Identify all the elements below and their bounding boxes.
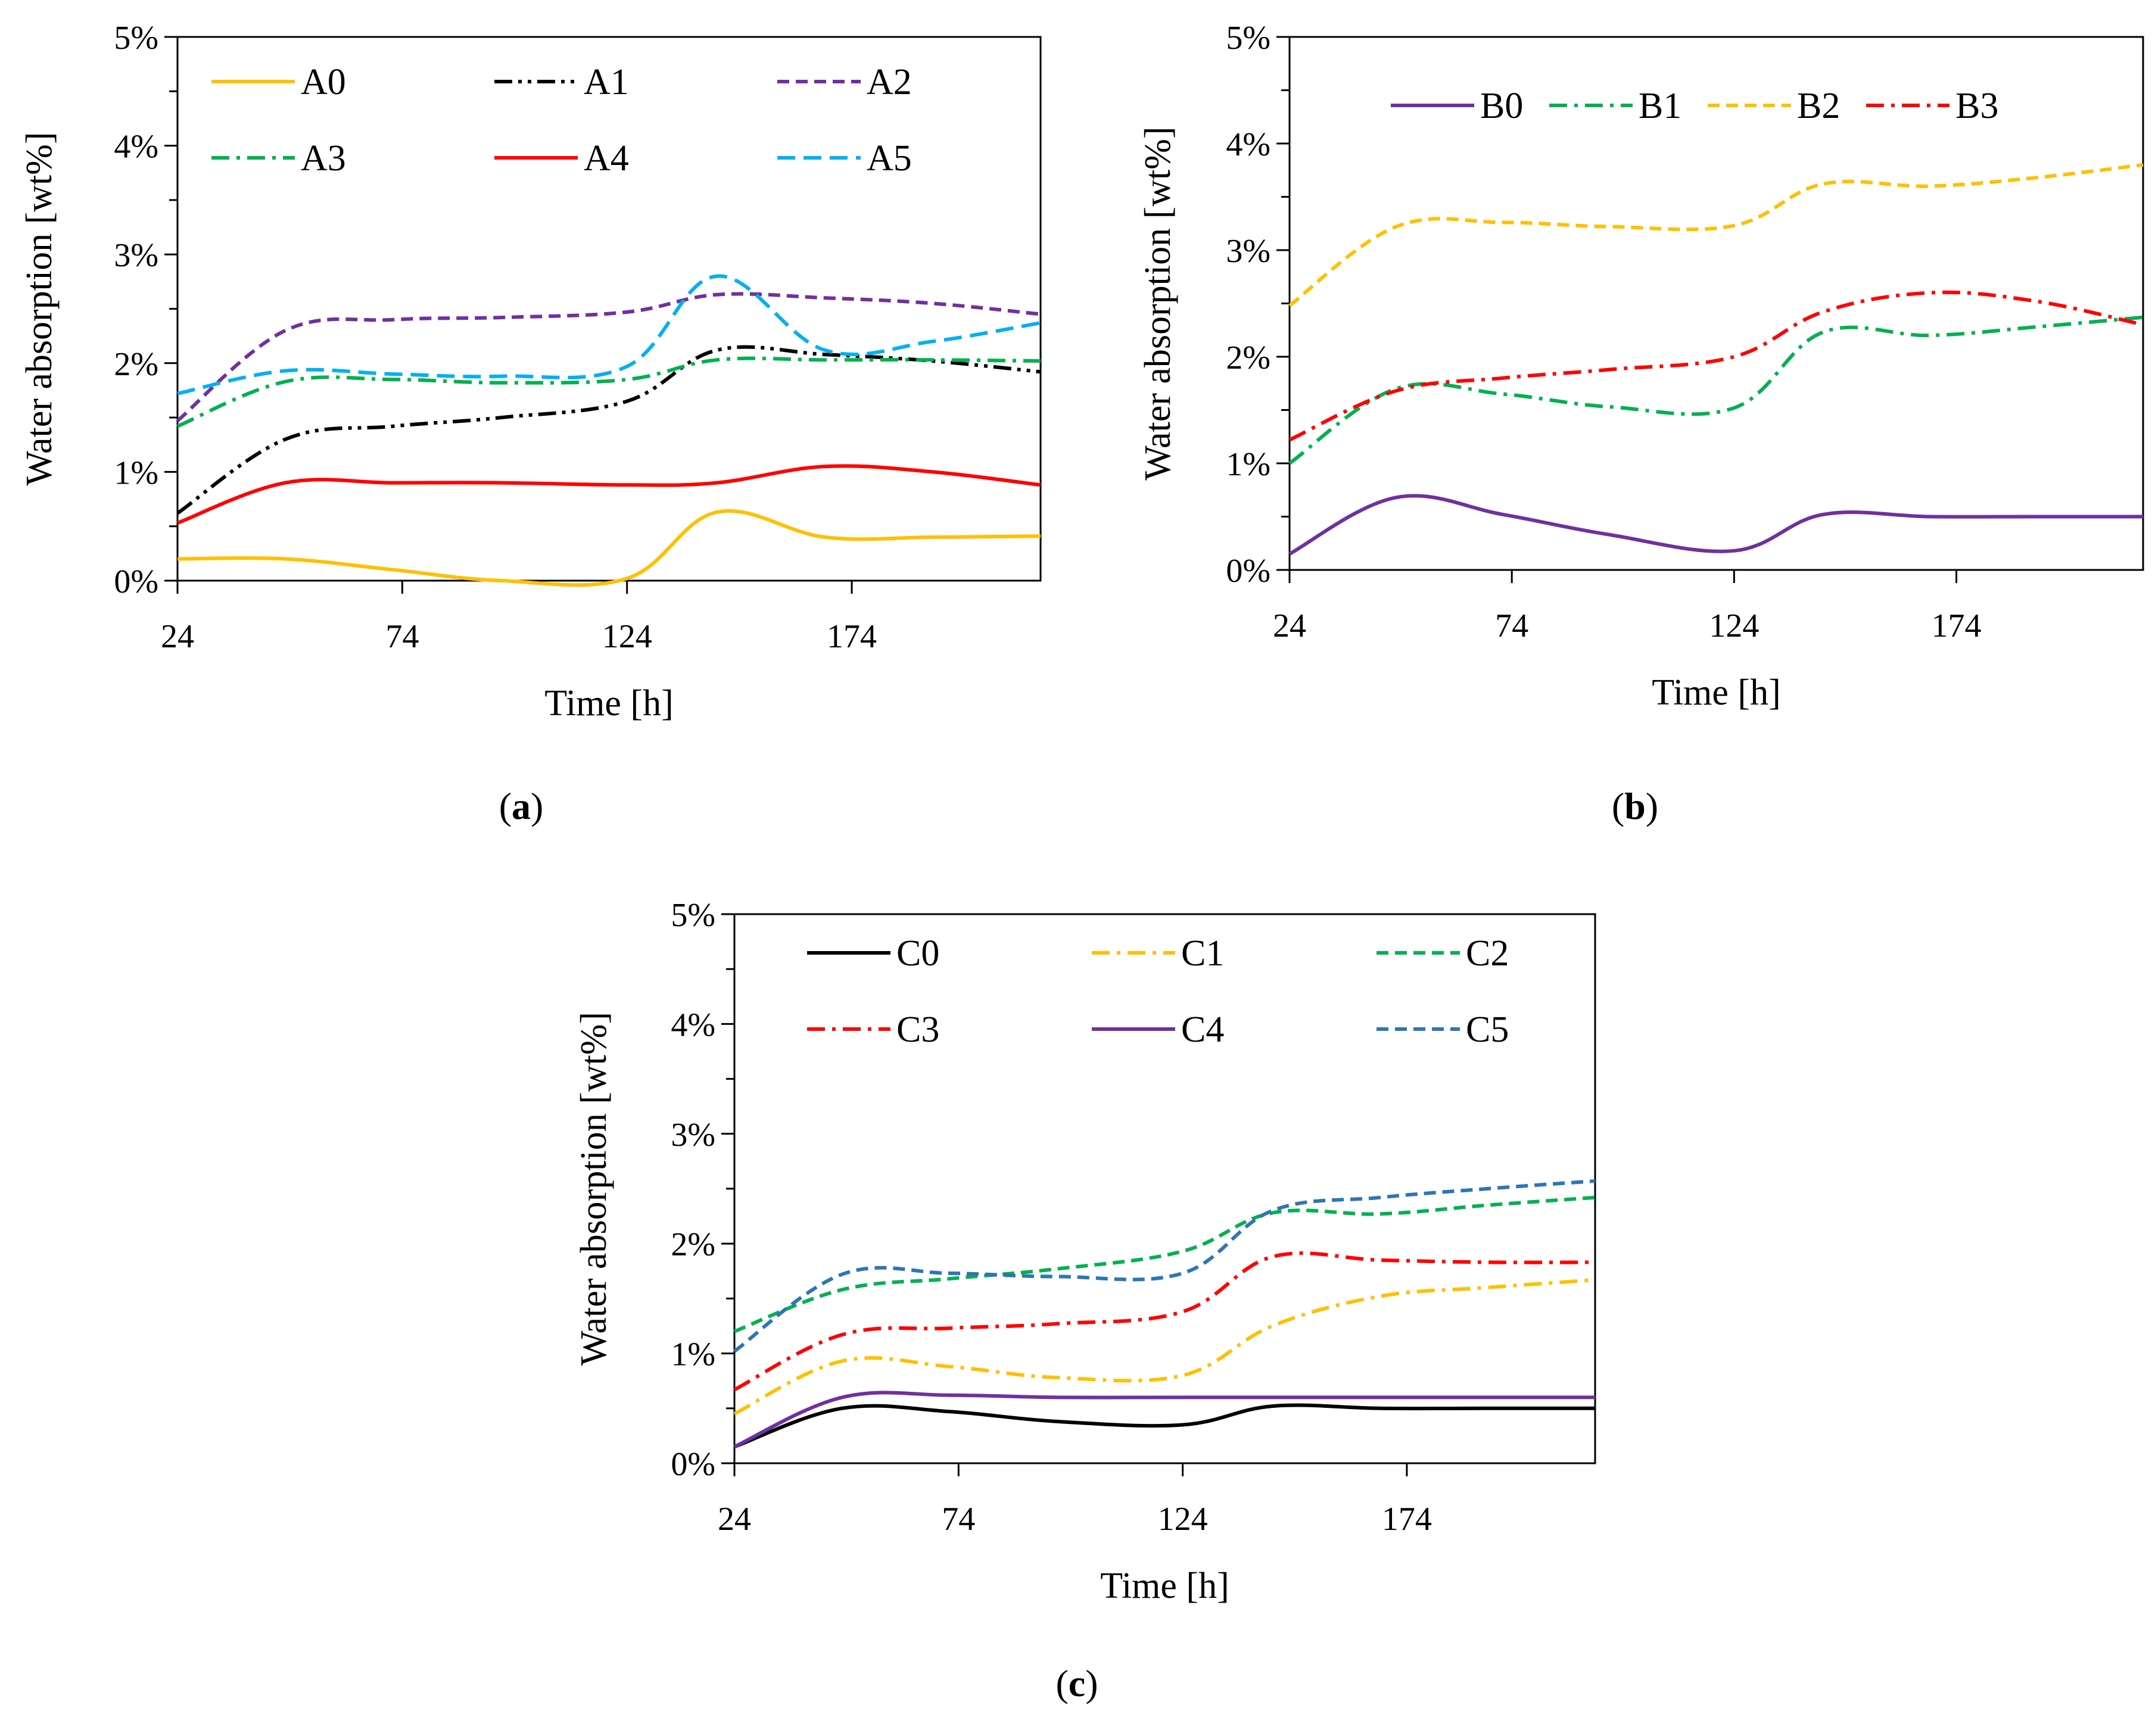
- x-axis-label: Time [h]: [544, 683, 673, 724]
- x-tick-label: 174: [827, 618, 877, 655]
- y-axis-label: Water absorption [wt%]: [19, 132, 60, 485]
- legend-label-a5: A5: [867, 138, 912, 179]
- y-tick-label: 3%: [1226, 233, 1270, 270]
- legend-label-c5: C5: [1466, 1009, 1509, 1050]
- x-tick-label: 174: [1382, 1501, 1432, 1538]
- x-tick-label: 174: [1932, 607, 1982, 644]
- y-tick-label: 5%: [671, 897, 715, 934]
- panel-label: (a): [499, 785, 544, 827]
- chart-b: 0% 1% 2% 3% 4% 5% 24 74 124 174 Time [h] Water abso…: [1138, 20, 2144, 827]
- legend-label-b0: B0: [1480, 86, 1523, 126]
- x-tick-label: 74: [942, 1501, 975, 1538]
- series-line-b0: [1288, 494, 2143, 556]
- legend-label-b3: B3: [1955, 86, 1998, 126]
- series-line-c3: [733, 1251, 1596, 1392]
- y-tick-label: 3%: [671, 1117, 715, 1154]
- y-tick-label: 0%: [1226, 553, 1270, 590]
- series-line-a2: [176, 292, 1041, 422]
- series-line-c0: [733, 1403, 1595, 1449]
- legend-label-c2: C2: [1466, 933, 1509, 974]
- panel-label: (c): [1055, 1662, 1098, 1704]
- x-axis-label: Time [h]: [1100, 1566, 1229, 1606]
- x-tick-label: 24: [718, 1501, 751, 1538]
- y-axis-label: Water absorption [wt%]: [574, 1012, 614, 1366]
- y-tick-label: 2%: [1226, 339, 1270, 376]
- x-tick-label: 74: [1495, 607, 1528, 644]
- y-tick-label: 0%: [114, 563, 158, 600]
- panel-label: (b): [1612, 785, 1658, 827]
- y-tick-label: 1%: [1226, 446, 1270, 483]
- legend-label-c4: C4: [1181, 1009, 1224, 1050]
- legend-label-a0: A0: [301, 62, 346, 102]
- x-tick-label: 74: [385, 618, 419, 655]
- series-line-c1: [733, 1278, 1596, 1416]
- series-line-a5: [177, 274, 1041, 395]
- legend-label-c1: C1: [1181, 933, 1224, 974]
- series-line-a4: [176, 464, 1041, 525]
- legend-label-a2: A2: [867, 62, 912, 102]
- plot-area-frame: [176, 36, 1042, 582]
- x-tick-label: 124: [602, 618, 652, 655]
- series-line-b1: [1288, 315, 2144, 465]
- y-tick-label: 2%: [671, 1226, 715, 1263]
- x-tick-label: 124: [1709, 607, 1759, 644]
- y-tick-label: 4%: [114, 129, 158, 166]
- legend-label-b1: B1: [1639, 86, 1681, 126]
- series-line-b3: [1288, 290, 2144, 442]
- x-tick-label: 24: [161, 618, 194, 655]
- series-line-c2: [733, 1195, 1596, 1333]
- y-tick-label: 4%: [671, 1006, 715, 1043]
- legend-label-a1: A1: [584, 62, 629, 102]
- legend-label-a3: A3: [301, 138, 346, 179]
- y-tick-label: 1%: [114, 454, 158, 491]
- legend-label-c0: C0: [896, 933, 939, 974]
- x-axis-label: Time [h]: [1652, 672, 1780, 713]
- y-tick-label: 2%: [114, 346, 158, 383]
- legend-label-b2: B2: [1797, 86, 1840, 126]
- series-line-c4: [733, 1391, 1595, 1449]
- legend-label-a4: A4: [584, 138, 629, 179]
- chart-a: 0% 1% 2% 3% 4% 5% 24 74 124 174 Time [h] Water abso…: [19, 20, 1042, 827]
- y-tick-label: 0%: [671, 1446, 715, 1483]
- legend-label-c3: C3: [896, 1009, 939, 1050]
- y-tick-label: 5%: [1226, 20, 1270, 57]
- y-tick-label: 3%: [114, 237, 158, 274]
- y-axis-label: Water absorption [wt%]: [1138, 126, 1178, 480]
- series-line-a0: [177, 509, 1041, 587]
- series-line-a3: [176, 356, 1041, 428]
- plot-area-frame: [1288, 36, 2144, 571]
- series-line-b2: [1288, 163, 2144, 307]
- x-tick-label: 24: [1273, 607, 1306, 644]
- y-tick-label: 5%: [114, 20, 158, 57]
- y-tick-label: 4%: [1226, 126, 1270, 163]
- chart-c: 0% 1% 2% 3% 4% 5% 24 74 124 174 Time [h] Water abso…: [574, 897, 1596, 1704]
- series-line-a1: [176, 345, 1041, 515]
- x-tick-label: 124: [1158, 1501, 1208, 1538]
- y-tick-label: 1%: [671, 1336, 715, 1373]
- series-line-c5: [733, 1179, 1596, 1353]
